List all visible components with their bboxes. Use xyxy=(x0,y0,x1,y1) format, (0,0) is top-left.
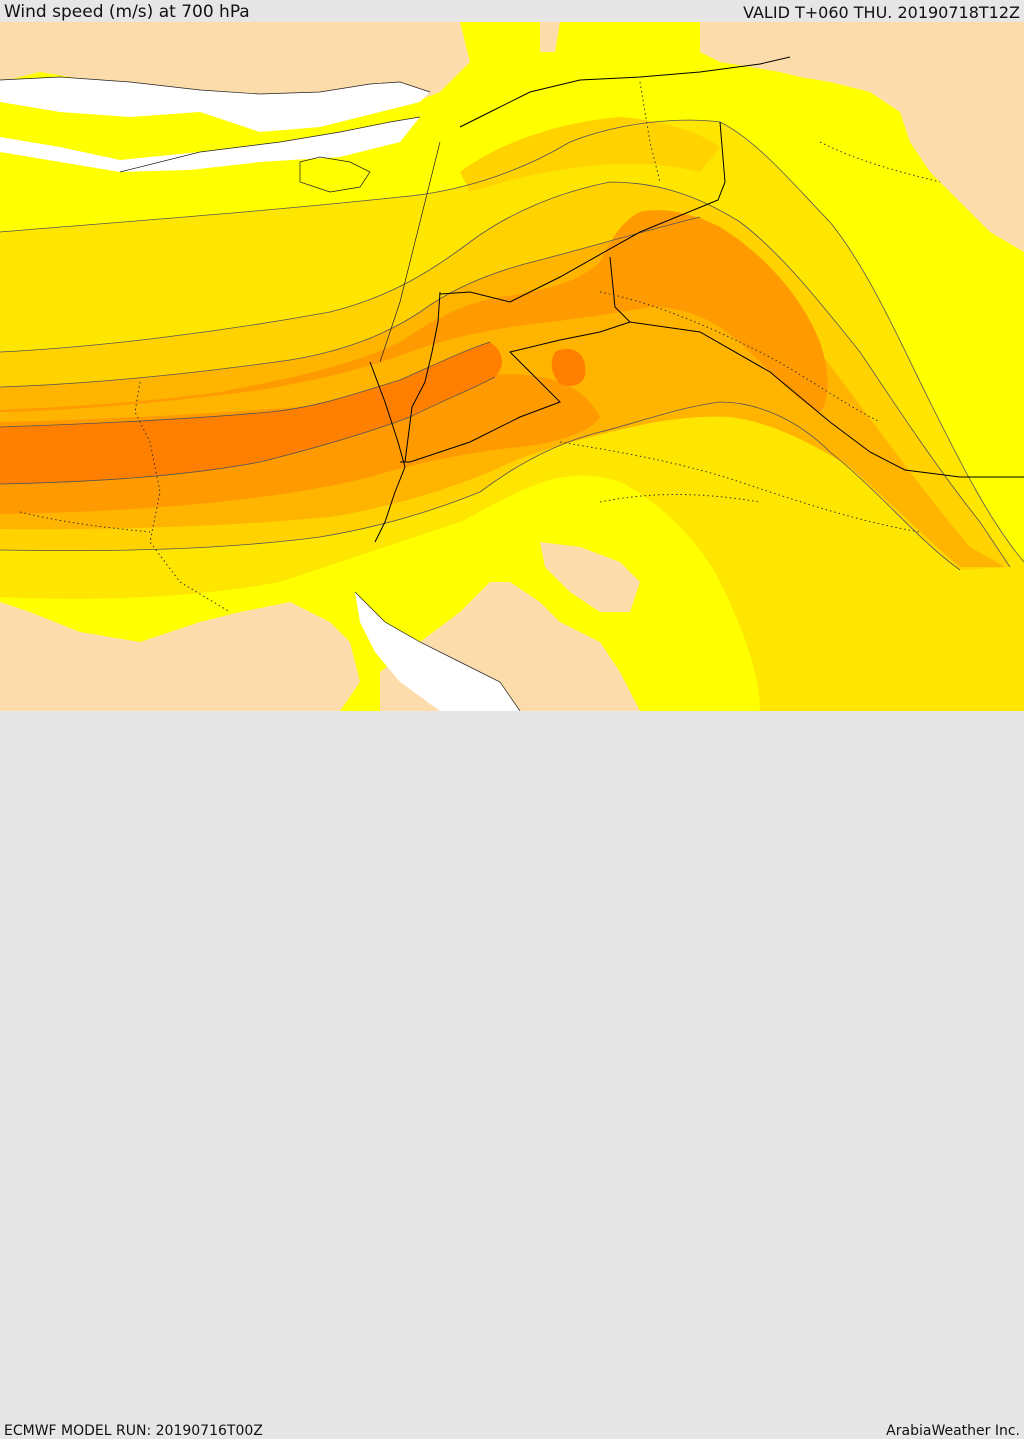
country-borders xyxy=(369,56,1024,543)
coastlines xyxy=(0,76,521,711)
map-canvas xyxy=(0,22,1024,711)
wind-band-6 xyxy=(0,342,586,484)
map-title: Wind speed (m/s) at 700 hPa xyxy=(4,2,250,22)
province-borders xyxy=(19,81,941,613)
wind-speed-map xyxy=(0,22,1024,711)
wind-contours xyxy=(0,119,1024,571)
credit-text: ArabiaWeather Inc. xyxy=(886,1423,1020,1439)
valid-time: VALID T+060 THU. 20190718T12Z xyxy=(743,3,1020,22)
header-bar: Wind speed (m/s) at 700 hPa VALID T+060 … xyxy=(0,0,1024,22)
footer-bar: ECMWF MODEL RUN: 20190716T00Z ArabiaWeat… xyxy=(0,711,1024,1439)
model-run: ECMWF MODEL RUN: 20190716T00Z xyxy=(4,1423,263,1439)
